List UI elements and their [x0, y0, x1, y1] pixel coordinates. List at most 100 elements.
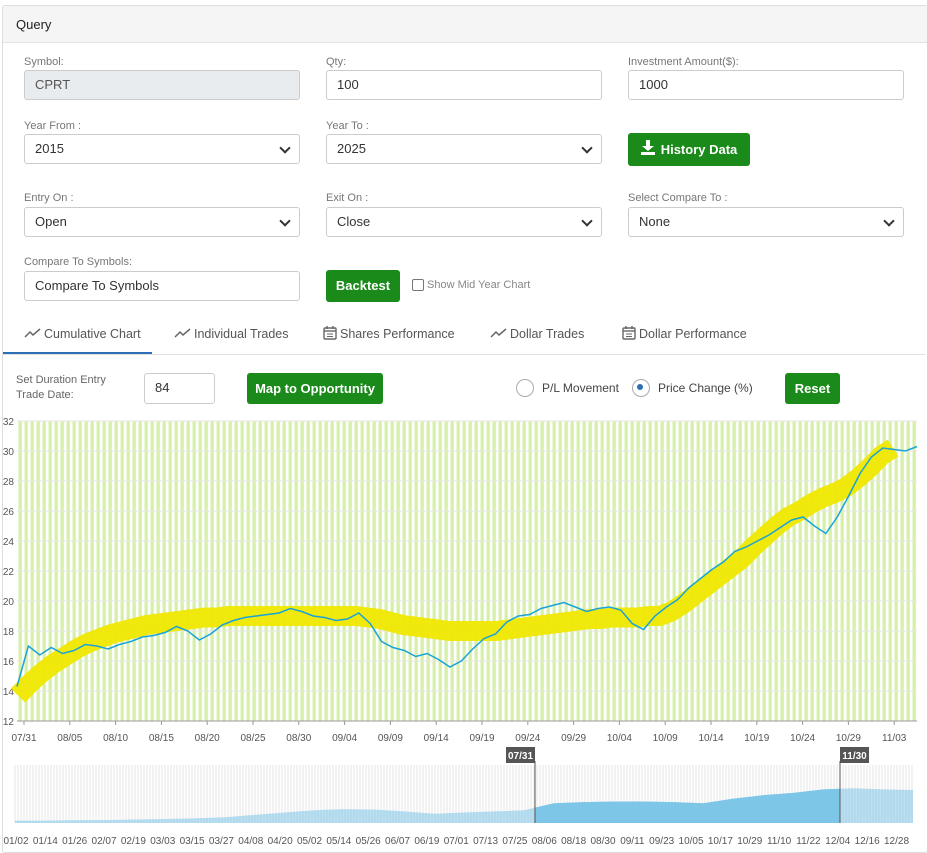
- price-change-radio[interactable]: [632, 379, 650, 397]
- panel-header: Query: [3, 6, 927, 43]
- tab-label: Cumulative Chart: [44, 327, 141, 341]
- tabs-divider: [3, 354, 925, 355]
- compare-select[interactable]: None: [628, 207, 904, 237]
- y-tick-label: 32: [3, 417, 15, 428]
- nav-tick-label: 05/14: [326, 836, 351, 847]
- nav-tick-label: 12/28: [884, 836, 909, 847]
- x-tick-label: 09/09: [378, 733, 403, 744]
- y-tick-label: 18: [3, 627, 15, 638]
- download-icon: [640, 134, 655, 167]
- backtest-button[interactable]: Backtest: [326, 270, 400, 302]
- nav-tick-label: 07/01: [444, 836, 469, 847]
- nav-tick-label: 07/13: [473, 836, 498, 847]
- y-tick-label: 28: [3, 477, 15, 488]
- trend-icon: [24, 327, 41, 341]
- tab-cumulative-chart[interactable]: Cumulative Chart: [24, 322, 141, 346]
- range-navigator[interactable]: 07/31 11/30 01/02 01/14 01/26 02/07 02/19 03/03…: [0, 747, 927, 852]
- map-to-opportunity-button[interactable]: Map to Opportunity: [247, 373, 383, 404]
- compare-label: Select Compare To :: [628, 192, 728, 204]
- price-change-label: Price Change (%): [658, 381, 753, 395]
- tab-label: Individual Trades: [194, 327, 289, 341]
- x-tick-label: 08/25: [240, 733, 265, 744]
- trend-icon: [490, 327, 507, 341]
- nav-tick-label: 09/23: [649, 836, 674, 847]
- nav-tick-label: 04/20: [268, 836, 293, 847]
- duration-label-1: Set Duration Entry: [16, 374, 106, 386]
- nav-tick-label: 08/30: [590, 836, 615, 847]
- y-tick-label: 16: [3, 657, 15, 668]
- trend-band: [10, 439, 899, 703]
- compare-symbols-input[interactable]: Compare To Symbols: [24, 271, 300, 301]
- tab-label: Dollar Trades: [510, 327, 585, 341]
- nav-tick-label: 06/19: [414, 836, 439, 847]
- price-line: [16, 445, 918, 687]
- exit-label: Exit On :: [326, 192, 369, 204]
- x-tick-label: 09/14: [424, 733, 449, 744]
- x-tick-label: 09/19: [469, 733, 494, 744]
- nav-tick-label: 08/06: [532, 836, 557, 847]
- trend-icon: [174, 327, 191, 341]
- x-tick-label: 10/09: [653, 733, 678, 744]
- nav-tick-label: 03/15: [180, 836, 205, 847]
- nav-selected-area: [535, 788, 840, 823]
- x-tick-label: 10/24: [790, 733, 815, 744]
- tab-dollar-trades[interactable]: Dollar Trades: [490, 322, 584, 346]
- year-from-select[interactable]: 2015: [24, 134, 300, 164]
- investment-label: Investment Amount($):: [628, 56, 739, 68]
- tab-shares-performance[interactable]: Shares Performance: [323, 322, 455, 346]
- nav-tick-label: 10/17: [708, 836, 733, 847]
- x-tick-label: 10/19: [744, 733, 769, 744]
- nav-tick-label: 01/02: [3, 836, 28, 847]
- exit-select[interactable]: Close: [326, 207, 602, 237]
- panel-title: Query: [16, 17, 52, 32]
- mid-year-label: Show Mid Year Chart: [427, 279, 531, 291]
- x-tick-label: 08/30: [286, 733, 311, 744]
- tab-dollar-performance[interactable]: Dollar Performance: [622, 322, 747, 346]
- y-tick-label: 26: [3, 507, 15, 518]
- pl-movement-label: P/L Movement: [542, 381, 619, 395]
- range-start-label: 07/31: [508, 751, 533, 762]
- investment-field[interactable]: 1000: [628, 70, 904, 100]
- y-tick-label: 12: [3, 717, 15, 728]
- nav-tick-label: 12/16: [855, 836, 880, 847]
- x-tick-label: 09/29: [561, 733, 586, 744]
- nav-tick-label: 10/29: [737, 836, 762, 847]
- nav-tick-label: 05/02: [297, 836, 322, 847]
- nav-tick-label: 02/19: [121, 836, 146, 847]
- range-end-badge: [840, 747, 869, 763]
- y-tick-label: 22: [3, 567, 15, 578]
- y-tick-label: 24: [3, 537, 15, 548]
- nav-tick-label: 10/05: [679, 836, 704, 847]
- tab-label: Shares Performance: [340, 327, 455, 341]
- pl-movement-radio[interactable]: [516, 379, 534, 397]
- x-tick-label: 10/14: [698, 733, 723, 744]
- history-data-button[interactable]: History Data: [628, 133, 750, 166]
- reset-button[interactable]: Reset: [785, 373, 840, 404]
- year-from-label: Year From :: [24, 120, 82, 132]
- x-tick-label: 08/10: [103, 733, 128, 744]
- tab-individual-trades[interactable]: Individual Trades: [174, 322, 289, 346]
- range-start-badge: [506, 747, 535, 763]
- cumulative-chart[interactable]: 12 14 16 18 20 22 24 26 28 30 32 07/31 08/05 08/10 08/…: [0, 412, 927, 747]
- y-tick-label: 30: [3, 447, 15, 458]
- symbol-label: Symbol:: [24, 56, 64, 68]
- year-to-select[interactable]: 2025: [326, 134, 602, 164]
- mid-year-checkbox[interactable]: [412, 279, 424, 291]
- y-tick-label: 14: [3, 687, 15, 698]
- duration-input[interactable]: 84: [144, 373, 215, 404]
- y-tick-label: 20: [3, 597, 15, 608]
- nav-tick-label: 01/26: [62, 836, 87, 847]
- nav-tick-label: 02/07: [92, 836, 117, 847]
- entry-select[interactable]: Open: [24, 207, 300, 237]
- compare-symbols-label: Compare To Symbols:: [24, 256, 133, 268]
- qty-field[interactable]: 100: [326, 70, 602, 100]
- calendar-icon: [622, 325, 636, 343]
- x-tick-label: 07/31: [11, 733, 36, 744]
- history-data-label: History Data: [660, 142, 738, 157]
- nav-tick-label: 03/03: [150, 836, 175, 847]
- nav-tick-label: 11/10: [767, 836, 792, 847]
- x-tick-label: 08/20: [195, 733, 220, 744]
- nav-tick-label: 09/11: [620, 836, 645, 847]
- nav-tick-label: 08/18: [561, 836, 586, 847]
- nav-tick-label: 06/07: [385, 836, 410, 847]
